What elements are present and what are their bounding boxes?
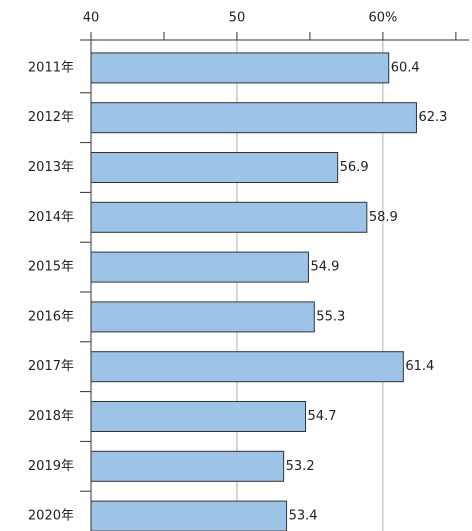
y-tick-label: 2020年 (28, 509, 74, 524)
value-label: 53.4 (289, 509, 318, 524)
y-tick-label: 2014年 (28, 210, 74, 225)
y-tick-label: 2017年 (28, 359, 74, 374)
y-tick-label: 2013年 (28, 160, 74, 175)
value-label: 55.3 (316, 309, 345, 324)
bar (90, 102, 417, 134)
x-tick-label: 50 (229, 11, 246, 26)
value-label: 58.9 (369, 210, 398, 225)
y-tick-label: 2011年 (28, 60, 74, 75)
bar (90, 251, 309, 283)
x-tick-label: 60% (368, 11, 397, 26)
value-label: 54.9 (310, 260, 339, 275)
value-label: 56.9 (340, 160, 369, 175)
bar (90, 201, 368, 233)
bar (90, 52, 390, 84)
y-tick-label: 2019年 (28, 459, 74, 474)
value-label: 60.4 (391, 60, 420, 75)
bar (90, 450, 285, 482)
y-tick-label: 2015年 (28, 260, 74, 275)
value-label: 54.7 (308, 409, 337, 424)
bar (90, 351, 404, 383)
y-tick-label: 2016年 (28, 309, 74, 324)
bar (90, 301, 315, 333)
bar (90, 152, 339, 183)
value-label: 53.2 (286, 459, 315, 474)
x-tick-label: 40 (83, 11, 100, 26)
value-label: 61.4 (405, 359, 434, 374)
y-tick-label: 2018年 (28, 409, 74, 424)
y-tick-label: 2012年 (28, 110, 74, 125)
bar (90, 401, 307, 432)
value-label: 62.3 (418, 110, 447, 125)
bar (90, 500, 288, 531)
